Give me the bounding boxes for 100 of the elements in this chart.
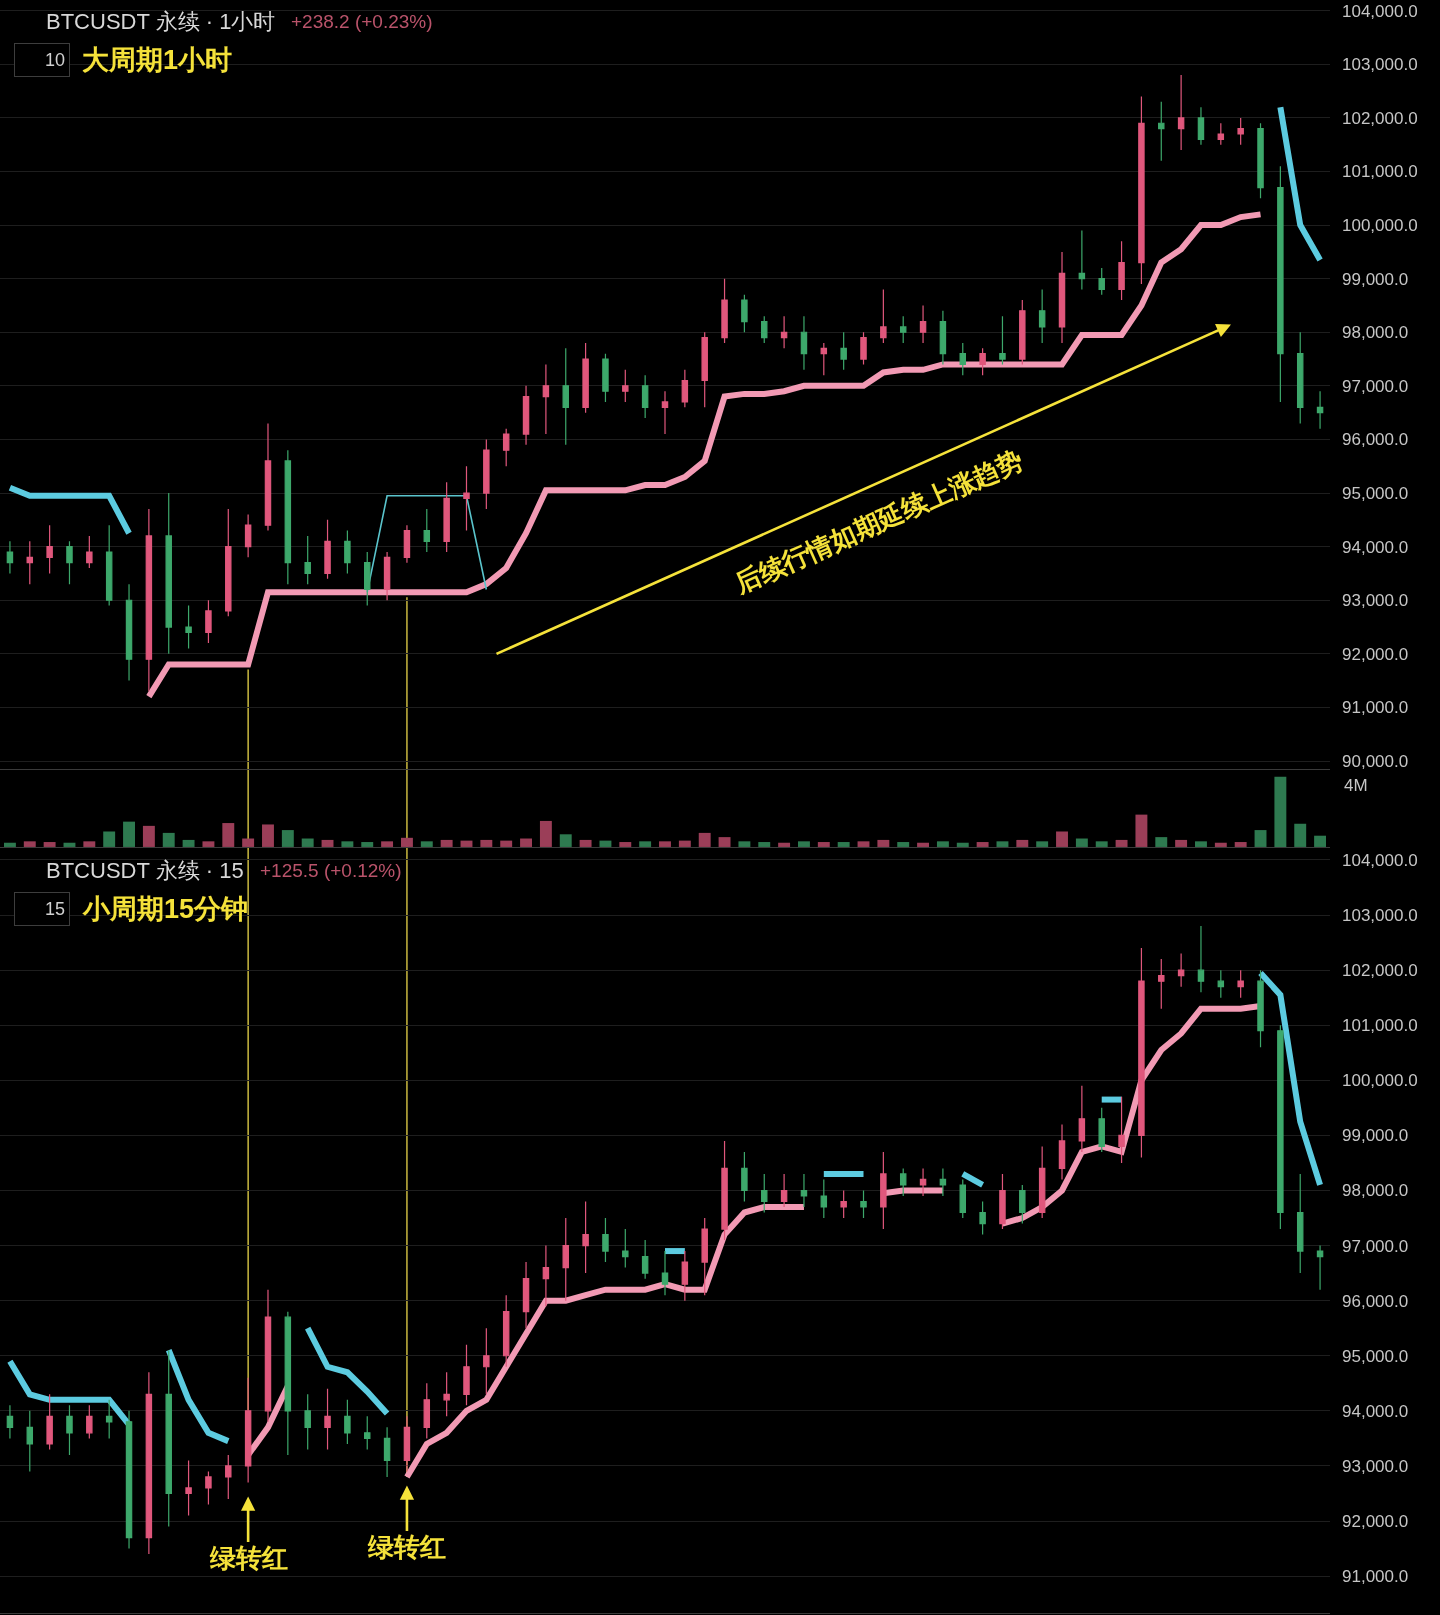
candlestick [622,369,629,403]
bar [1254,830,1267,847]
candlestick [1217,122,1225,146]
text: +125.5 (+0.12%) [260,860,402,881]
bar [142,825,155,847]
candlestick [344,529,351,575]
candlestick [383,1426,391,1478]
y-tick-label: 96,000.0 [1342,430,1409,450]
bar [83,841,96,847]
bar [1155,837,1168,847]
bar [1036,841,1049,847]
candlestick [284,449,292,585]
candlestick [1158,101,1165,162]
bar [202,841,215,847]
candlestick [800,315,808,371]
candlestick [761,1173,768,1214]
candlestick [959,1178,966,1219]
candlestick [463,1344,470,1406]
candlestick [483,438,490,510]
candlestick [999,1173,1006,1230]
bar [1115,839,1128,847]
bar [738,841,751,847]
candlestick [1177,74,1185,151]
candlestick [741,294,748,333]
bar [837,842,850,847]
y-tick-label: 94,000.0 [1342,1401,1409,1421]
y-tick-label: 100,000.0 [1342,1071,1418,1091]
y-tick-label: 104,000.0 [1342,1,1418,21]
candlestick [840,1189,847,1219]
y-tick-label: 93,000.0 [1342,591,1409,611]
bar [500,840,513,847]
candlestick [820,342,828,376]
candlestick [1118,1096,1125,1164]
candlestick [403,1415,411,1473]
bar [361,842,374,847]
candlestick [1058,1123,1066,1181]
y-tick-label: 98,000.0 [1342,1181,1409,1201]
candlestick [522,1261,530,1329]
bar [917,842,930,847]
candlestick [443,481,450,553]
candlestick [741,1151,748,1203]
bar [23,841,36,847]
candlestick [701,331,708,408]
candlestick [1098,1107,1105,1153]
bar [262,824,274,847]
bar [659,841,671,847]
candlestick [959,342,966,376]
candlestick [1138,947,1145,1159]
candlestick [324,1388,331,1450]
candlestick [86,1404,93,1439]
y-tick-label: 91,000.0 [1342,698,1409,718]
candlestick [1296,1173,1304,1274]
candlestick [1296,331,1304,424]
bar [1135,814,1148,847]
candlestick [205,1470,212,1506]
chart-title: BTCUSDT 永续 · 15 [46,858,244,883]
candlestick [800,1173,808,1208]
bar [103,831,116,847]
candlestick [1118,240,1125,301]
candlestick [165,1349,172,1528]
candlestick [1277,1024,1284,1230]
bar [619,842,632,847]
candlestick [6,1404,14,1439]
candlestick [105,1399,113,1439]
candlestick [681,1250,689,1302]
bar [321,839,334,847]
bar [579,839,592,847]
candlestick [820,1178,828,1219]
y-tick-label: 97,000.0 [1342,1236,1409,1256]
bar [539,820,552,847]
bar [341,841,354,847]
y-tick-label: 101,000.0 [1342,1016,1418,1036]
candlestick [939,310,947,366]
bar [1195,841,1207,847]
annotation: 绿转红 [367,1532,446,1562]
bar [1175,839,1188,847]
candlestick [1237,969,1244,999]
candlestick [26,540,34,585]
y-tick-label: 99,000.0 [1342,269,1409,289]
candlestick [1277,165,1284,403]
bar [3,842,16,847]
candlestick [661,1250,669,1296]
candlestick [344,1399,351,1445]
candlestick [582,342,589,414]
y-tick-label: 91,000.0 [1342,1567,1409,1587]
candlestick [185,1459,192,1517]
bar [877,839,890,847]
candlestick [423,1382,431,1439]
candlestick [1038,288,1046,344]
bar [778,842,791,847]
candlestick [423,508,431,553]
bar [400,837,413,847]
y-tick-label: 93,000.0 [1342,1456,1409,1476]
candlestick [1316,1244,1324,1291]
bar [976,842,989,847]
candlestick [1197,106,1205,146]
candlestick [840,331,847,371]
bar [242,838,255,847]
bar [639,841,652,847]
candlestick [6,540,14,575]
